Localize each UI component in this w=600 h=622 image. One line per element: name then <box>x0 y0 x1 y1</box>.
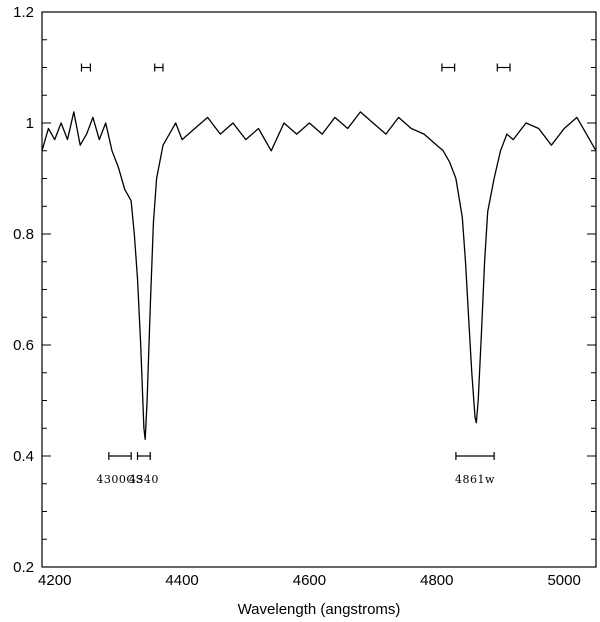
x-tick-label: 4800 <box>420 572 453 589</box>
y-tick-label: 1.2 <box>13 4 34 21</box>
y-tick-label: 0.6 <box>13 337 34 354</box>
continuum-band-markers <box>80 63 511 72</box>
y-tick-label: 0.8 <box>13 226 34 243</box>
spectrum-series-line <box>41 111 597 441</box>
y-tick-label: 0.2 <box>13 559 34 576</box>
y-tick-label: 0.4 <box>13 448 34 465</box>
x-tick-label: 5000 <box>547 572 580 589</box>
x-axis-title: Wavelength (angstroms) <box>238 601 401 618</box>
index-band-label: 4340 <box>129 473 159 486</box>
x-tick-label: 4600 <box>293 572 326 589</box>
axis-tick-labels: 4200 4400 4600 4800 5000 0.2 0.4 0.6 0.8 1 1.2 <box>13 4 581 589</box>
index-band-label: 4300GS <box>96 473 143 486</box>
axis-ticks <box>42 11 596 568</box>
x-tick-label: 4200 <box>38 572 71 589</box>
x-tick-label: 4400 <box>165 572 198 589</box>
y-tick-label: 1 <box>26 115 34 132</box>
index-band-label: 4861w <box>455 473 495 486</box>
